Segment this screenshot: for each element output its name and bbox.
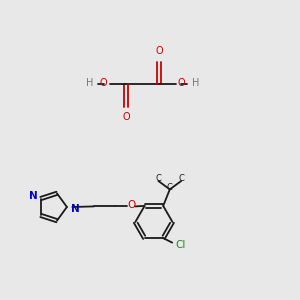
Text: O: O [178,78,185,88]
Text: O: O [100,78,107,88]
Text: H: H [85,78,93,88]
Text: C: C [167,183,173,192]
Text: O: O [127,200,135,211]
Text: C: C [178,174,184,183]
Text: O: O [155,46,163,56]
Text: C: C [155,174,161,183]
Text: O: O [122,112,130,122]
Text: N: N [28,191,37,201]
Text: N: N [71,203,80,214]
Text: H: H [192,78,200,88]
Text: Cl: Cl [176,240,186,250]
